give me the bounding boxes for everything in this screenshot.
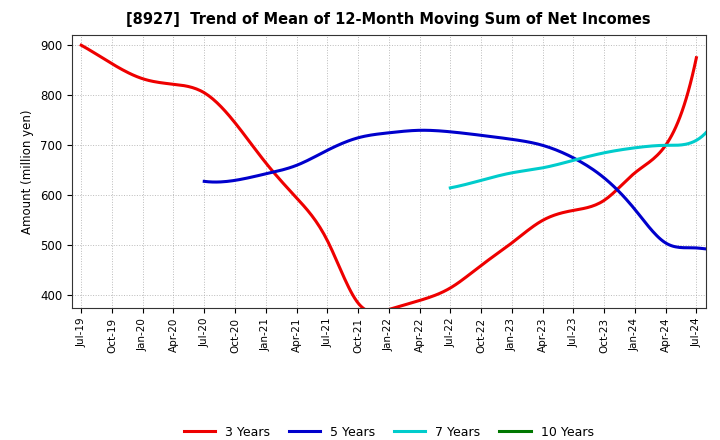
- Y-axis label: Amount (million yen): Amount (million yen): [22, 110, 35, 234]
- Title: [8927]  Trend of Mean of 12-Month Moving Sum of Net Incomes: [8927] Trend of Mean of 12-Month Moving …: [127, 12, 651, 27]
- Legend: 3 Years, 5 Years, 7 Years, 10 Years: 3 Years, 5 Years, 7 Years, 10 Years: [179, 421, 598, 440]
